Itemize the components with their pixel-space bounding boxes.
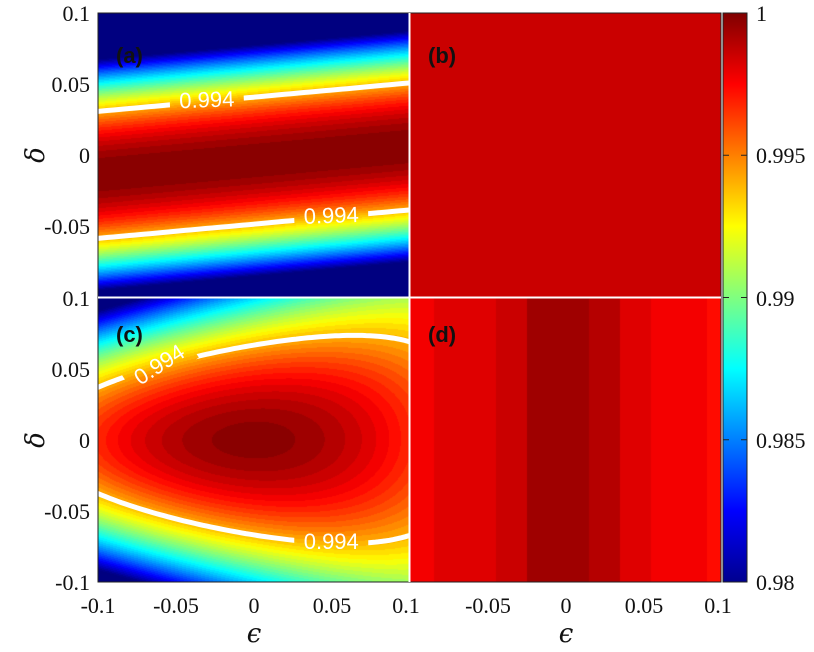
- y-tick-label: 0.05: [52, 357, 91, 382]
- panel-label: (b): [428, 43, 456, 68]
- y-tick-label: 0: [79, 143, 90, 168]
- y-tick-label: -0.05: [44, 499, 90, 524]
- contour-line: [95, 491, 412, 546]
- x-tick-label: 0.05: [313, 593, 352, 618]
- y-tick-label: 0.1: [63, 286, 91, 311]
- colorbar: 1 0.995 0.99 0.985 0.98: [722, 1, 806, 595]
- heatmap-d: [410, 298, 721, 582]
- heatmap-a: [98, 13, 409, 297]
- x-tick-label: -0.05: [153, 593, 199, 618]
- panel-label: (d): [428, 322, 456, 347]
- y-axis-label: δ: [21, 147, 51, 163]
- y-axis-label: δ: [21, 432, 51, 448]
- x-axis-label: ϵ: [247, 619, 262, 649]
- x-axis-label: ϵ: [559, 619, 574, 649]
- contour-label: 0.994: [304, 529, 359, 554]
- heatmap-b: [410, 13, 721, 297]
- y-tick-label: 0: [79, 428, 90, 453]
- x-tick-label: 0: [561, 593, 572, 618]
- x-tick-label: 0: [249, 593, 260, 618]
- panel-a: 0.994 0.994 (a): [95, 13, 412, 297]
- x-tick-label: -0.1: [81, 593, 116, 618]
- panel-b: (b): [410, 13, 721, 297]
- colorbar-tick-label: 0.98: [756, 570, 795, 595]
- y-tick-label: -0.1: [55, 570, 90, 595]
- y-tick-label: 0.05: [52, 72, 91, 97]
- y-axis-top: 0.1 0.05 0 -0.05 δ: [21, 1, 90, 239]
- colorbar-tick-label: 0.995: [756, 143, 806, 168]
- panel-c: 0.994 0.994 (c): [95, 298, 412, 582]
- contour-line: [95, 332, 412, 390]
- panel-label: (a): [116, 43, 143, 68]
- colorbar-tick-label: 0.985: [756, 428, 806, 453]
- colorbar-tick-label: 0.99: [756, 286, 795, 311]
- contour-line: [95, 207, 412, 241]
- panel-label: (c): [116, 322, 143, 347]
- x-axis-right: -0.05 0 0.05 0.1 ϵ: [465, 593, 732, 649]
- x-tick-label: 0.1: [704, 593, 732, 618]
- y-tick-label: 0.1: [63, 1, 91, 26]
- x-tick-label: 0.1: [392, 593, 420, 618]
- y-tick-label: -0.05: [44, 214, 90, 239]
- heatmap-c: [98, 298, 409, 582]
- contour-label: 0.994: [179, 86, 235, 113]
- contour-line: [95, 80, 412, 114]
- panel-d: (d): [410, 298, 721, 582]
- colorbar-tick-label: 1: [756, 1, 767, 26]
- y-axis-bottom: 0.1 0.05 0 -0.05 -0.1 δ: [21, 286, 90, 595]
- x-tick-label: -0.05: [465, 593, 511, 618]
- x-axis-left: -0.1 -0.05 0 0.05 0.1 ϵ: [81, 593, 420, 649]
- contour-label: 0.994: [303, 202, 359, 229]
- x-tick-label: 0.05: [625, 593, 664, 618]
